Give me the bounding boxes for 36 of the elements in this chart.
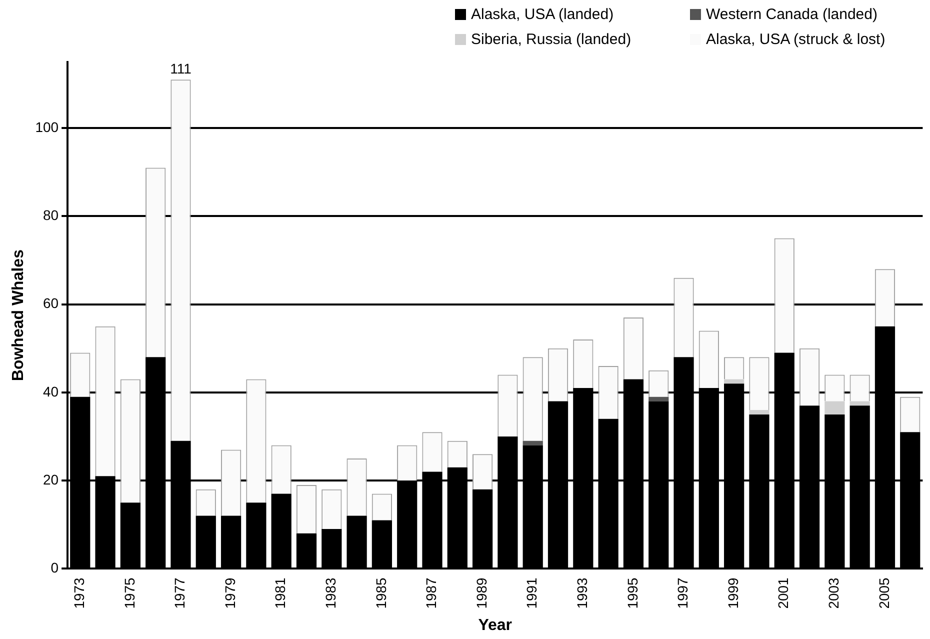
x-tick-label: 1987 (423, 577, 440, 609)
x-tick-label: 1995 (624, 577, 640, 609)
y-axis-title: Bowhead Whales (10, 249, 28, 382)
x-tick-label: 2005 (876, 577, 892, 609)
legend-label: Siberia, Russia (landed) (470, 31, 632, 48)
y-tick-label: 0 (50, 560, 59, 576)
x-axis-title: Year (478, 616, 512, 634)
x-tick-label: 1985 (372, 577, 389, 609)
bar (824, 401, 845, 414)
x-tick-label: 1989 (473, 577, 490, 609)
legend-label: Alaska, USA (landed) (470, 6, 615, 23)
x-tick-label: 1983 (322, 577, 339, 609)
y-tick-label: 80 (42, 207, 59, 224)
y-tick-label: 60 (42, 295, 59, 312)
legend-label: Western Canada (landed) (705, 6, 878, 23)
total-label: 111 (170, 60, 192, 76)
legend-label: Alaska, USA (struck & lost) (705, 31, 886, 48)
x-tick-label: 1975 (121, 577, 138, 609)
y-tick-label: 20 (42, 471, 59, 488)
y-tick-label: 40 (42, 383, 59, 400)
bar (749, 410, 770, 414)
x-tick-label: 1979 (222, 577, 238, 609)
bar (648, 396, 669, 402)
x-tick-label: 2003 (826, 577, 842, 609)
x-tick-label: 1999 (724, 577, 741, 609)
x-tick-label: 1981 (272, 577, 288, 609)
x-tick-label: 1993 (574, 577, 590, 609)
bar (850, 401, 870, 406)
x-tick-label: 1977 (172, 577, 188, 609)
bar (522, 440, 543, 446)
x-tick-label: 2001 (775, 577, 792, 609)
x-tick-label: 1973 (70, 577, 87, 609)
x-tick-label: 1991 (524, 577, 540, 609)
bar (724, 379, 744, 384)
y-tick-label: 100 (35, 118, 59, 135)
x-tick-label: 1997 (674, 577, 691, 609)
